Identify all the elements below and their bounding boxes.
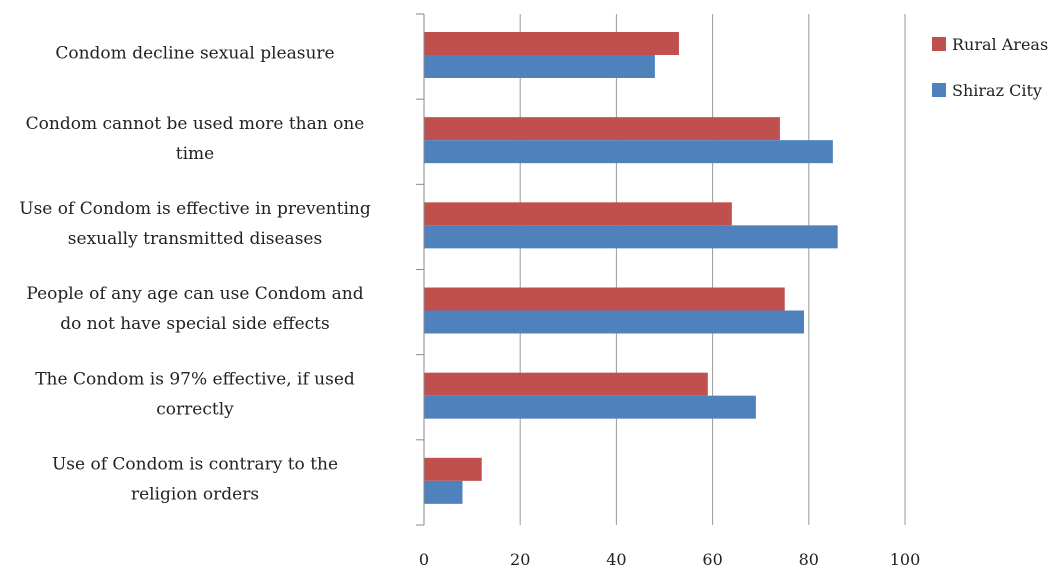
bars [424, 32, 838, 504]
category-label-line: The Condom is 97% effective, if used [35, 369, 355, 389]
bar-shiraz-city [424, 140, 833, 164]
legend-swatch [932, 37, 946, 51]
category-label: Use of Condom is effective in preventing… [19, 198, 371, 248]
category-label-line: Condom cannot be used more than one [26, 113, 365, 133]
category-label: Condom cannot be used more than one time [26, 113, 365, 163]
legend-swatch [932, 83, 946, 97]
category-label: Condom decline sexual pleasure [55, 43, 334, 63]
category-label-line: sexually transmitted diseases [68, 228, 322, 248]
gridlines [519, 14, 906, 525]
legend-label: Shiraz City [952, 81, 1042, 100]
category-label-line: People of any age can use Condom and [26, 284, 363, 304]
x-tick-label: 40 [606, 550, 626, 569]
category-label-line: Use of Condom is contrary to the [52, 454, 338, 474]
x-tick-labels: 0 20 40 60 80 100 [419, 550, 920, 569]
legend: Rural Areas Shiraz City [932, 35, 1048, 100]
bar-rural-areas [424, 287, 785, 311]
bar-shiraz-city [424, 310, 804, 334]
bar-rural-areas [424, 372, 708, 396]
category-label-line: correctly [156, 399, 234, 419]
x-tick-label: 60 [702, 550, 722, 569]
category-label: Use of Condom is contrary to the religion… [52, 454, 338, 504]
category-label-line: Condom decline sexual pleasure [55, 43, 334, 63]
x-tick-label: 0 [419, 550, 429, 569]
bar-shiraz-city [424, 480, 463, 504]
category-label-line: Use of Condom is effective in preventing [19, 198, 371, 218]
category-label-line: time [176, 143, 214, 163]
category-label: The Condom is 97% effective, if used corr… [35, 369, 355, 419]
category-label-line: do not have special side effects [60, 314, 329, 334]
bar-shiraz-city [424, 225, 838, 249]
category-label: People of any age can use Condom and do n… [26, 284, 363, 334]
y-axis [416, 13, 425, 526]
bar-rural-areas [424, 117, 780, 141]
bar-shiraz-city [424, 395, 756, 419]
category-label-line: religion orders [131, 484, 259, 504]
bar-shiraz-city [424, 55, 655, 78]
x-tick-label: 20 [510, 550, 530, 569]
category-labels: Condom decline sexual pleasure Condom can… [19, 43, 371, 504]
bar-rural-areas [424, 202, 732, 226]
x-tick-label: 100 [890, 550, 921, 569]
bar-rural-areas [424, 32, 679, 55]
legend-label: Rural Areas [952, 35, 1048, 54]
bar-rural-areas [424, 457, 482, 481]
x-tick-label: 80 [799, 550, 819, 569]
